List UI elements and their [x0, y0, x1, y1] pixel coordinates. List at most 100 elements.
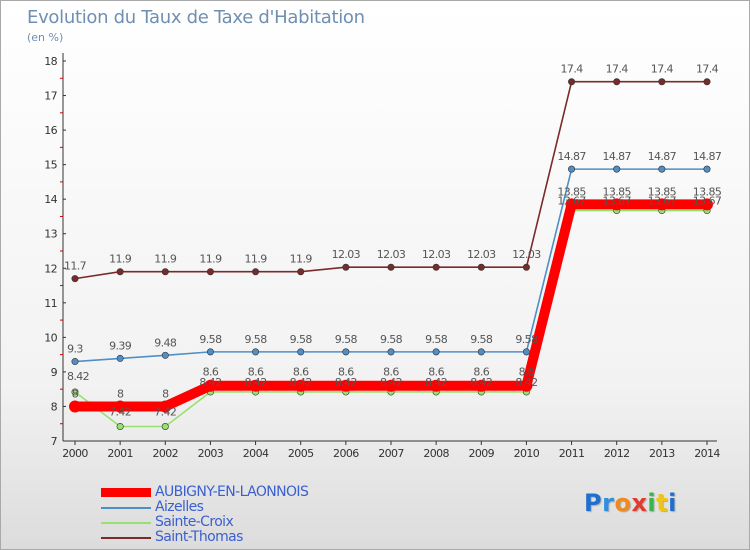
- x-tick-label: 2013: [649, 447, 675, 460]
- data-point-3: [658, 78, 666, 86]
- logo-letter: i: [668, 489, 677, 517]
- data-point-0: [294, 379, 307, 392]
- data-point-1: [161, 351, 169, 359]
- data-label-1: 9.58: [245, 333, 268, 346]
- data-point-1: [432, 348, 440, 356]
- x-tick-label: 2007: [378, 447, 404, 460]
- data-point-0: [114, 400, 127, 413]
- data-point-0: [204, 379, 217, 392]
- data-point-3: [206, 268, 214, 276]
- data-label-3: 12.03: [467, 248, 496, 261]
- data-label-3: 12.03: [512, 248, 541, 261]
- data-label-1: 9.48: [154, 336, 177, 349]
- x-tick-label: 2000: [62, 447, 88, 460]
- data-label-2: 8.42: [199, 376, 221, 389]
- data-label-2: 8.42: [380, 376, 402, 389]
- data-point-3: [613, 78, 621, 86]
- data-label-2: 8.42: [245, 376, 267, 389]
- data-label-3: 11.9: [290, 253, 313, 266]
- data-label-2: 7.42: [154, 405, 176, 418]
- data-label-1: 9.39: [109, 339, 132, 352]
- data-label-1: 9.58: [380, 333, 403, 346]
- data-label-1: 9.58: [335, 333, 358, 346]
- data-point-0: [430, 379, 443, 392]
- data-label-1: 14.87: [602, 150, 631, 163]
- data-point-1: [342, 348, 350, 356]
- data-point-0: [339, 379, 352, 392]
- y-tick-label: 15: [44, 159, 57, 172]
- y-tick-label: 14: [44, 193, 57, 206]
- data-label-0: 13.85: [693, 185, 722, 198]
- data-point-3: [116, 268, 124, 276]
- data-label-2: 13.67: [602, 195, 631, 208]
- data-label-3: 17.4: [651, 63, 674, 76]
- data-label-2: 13.67: [693, 195, 722, 208]
- data-point-1: [297, 348, 305, 356]
- x-tick-label: 2005: [288, 447, 314, 460]
- logo-letter: o: [614, 489, 632, 517]
- legend-label-saint-thomas: Saint-Thomas: [155, 529, 243, 545]
- data-label-2: 13.67: [648, 195, 677, 208]
- legend-swatch-saint-thomas: [101, 537, 151, 539]
- data-label-0: 8.6: [383, 366, 399, 379]
- data-point-1: [206, 348, 214, 356]
- data-point-0: [520, 379, 533, 392]
- data-label-0: 8.6: [293, 366, 309, 379]
- data-label-0: 13.85: [557, 185, 586, 198]
- data-label-1: 9.58: [290, 333, 313, 346]
- logo-letter: P: [584, 489, 603, 517]
- y-tick-label: 8: [51, 400, 58, 413]
- data-label-3: 12.03: [332, 248, 361, 261]
- data-label-0: 8.6: [338, 366, 354, 379]
- data-point-3: [477, 263, 485, 271]
- y-tick-label: 7: [51, 435, 58, 448]
- data-point-0: [565, 198, 578, 211]
- data-point-3: [161, 268, 169, 276]
- data-label-2: 8.42: [515, 376, 537, 389]
- data-point-3: [703, 78, 711, 86]
- data-label-2: 8.42: [425, 376, 447, 389]
- data-label-0: 8.6: [519, 366, 535, 379]
- data-point-0: [610, 198, 623, 211]
- data-label-3: 11.9: [199, 253, 222, 266]
- legend-swatch-aubigny: [101, 488, 151, 497]
- x-tick-label: 2012: [604, 447, 630, 460]
- legend-label-sainte-croix: Sainte-Croix: [155, 514, 234, 530]
- data-label-0: 8: [72, 387, 79, 400]
- data-label-3: 11.9: [154, 253, 177, 266]
- logo-letter: r: [602, 489, 615, 517]
- x-tick-label: 2003: [198, 447, 224, 460]
- data-point-1: [568, 165, 576, 173]
- data-label-3: 12.03: [377, 248, 406, 261]
- x-tick-label: 2006: [333, 447, 359, 460]
- data-point-2: [71, 388, 79, 396]
- data-point-1: [387, 348, 395, 356]
- data-label-2: 8.42: [470, 376, 492, 389]
- logo-letter: x: [631, 489, 648, 517]
- data-label-1: 9.58: [470, 333, 493, 346]
- data-label-3: 17.4: [561, 63, 584, 76]
- x-tick-label: 2014: [694, 447, 720, 460]
- data-label-1: 9.58: [199, 333, 222, 346]
- data-label-3: 11.7: [64, 260, 87, 273]
- data-point-0: [249, 379, 262, 392]
- data-label-3: 12.03: [422, 248, 451, 261]
- data-label-0: 13.85: [648, 185, 677, 198]
- data-point-3: [71, 275, 79, 283]
- data-label-2: 7.42: [109, 405, 131, 418]
- data-point-0: [701, 198, 713, 211]
- data-label-3: 17.4: [696, 63, 719, 76]
- data-label-2: 13.67: [557, 195, 586, 208]
- y-tick-label: 18: [44, 55, 57, 68]
- logo-letter: t: [656, 489, 669, 517]
- data-label-1: 9.58: [425, 333, 448, 346]
- data-point-0: [159, 400, 172, 413]
- y-tick-label: 13: [44, 228, 57, 241]
- x-tick-label: 2002: [152, 447, 178, 460]
- data-point-3: [297, 268, 305, 276]
- data-point-3: [342, 263, 350, 271]
- legend-label-aubigny: AUBIGNY-EN-LAONNOIS: [155, 484, 309, 500]
- data-label-0: 8.6: [428, 366, 444, 379]
